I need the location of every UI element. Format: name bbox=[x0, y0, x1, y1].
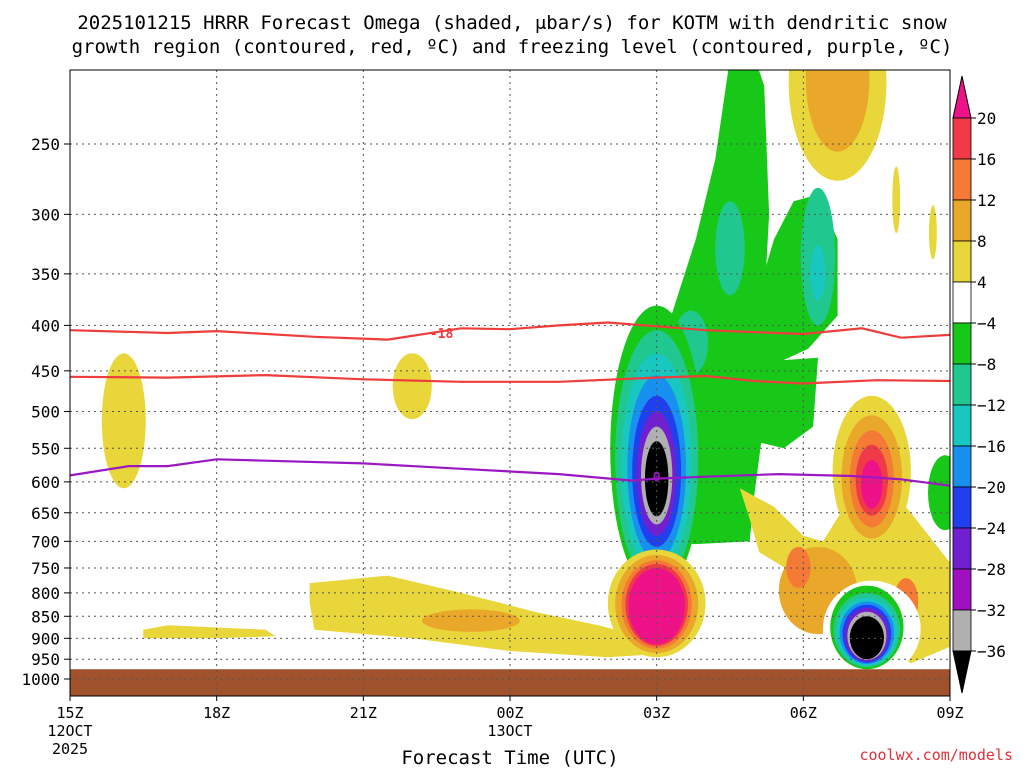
colorbar: 20 16 12 8 4 −4 −8 −12 −16 −20 −24 −28 −32 −36 bbox=[952, 75, 1006, 694]
chart-title-line1: 2025101215 HRRR Forecast Omega (shaded, … bbox=[77, 12, 947, 34]
colorbar-label-13: −36 bbox=[977, 642, 1006, 661]
colorbar-bottom-arrow bbox=[952, 650, 972, 694]
y-tick-label-650: 650 bbox=[31, 504, 60, 523]
omega-blob-20 bbox=[392, 353, 432, 420]
y-tick-label-300: 300 bbox=[31, 205, 60, 224]
pressure-axis: 250 300 350 400 450 500 550 600 650 700 750 800 850 9… bbox=[21, 135, 70, 689]
omega-blob-27 bbox=[628, 567, 686, 645]
x-tick-label-15Z: 15Z bbox=[56, 704, 83, 722]
omega-blob-34 bbox=[786, 546, 811, 589]
y-tick-label-550: 550 bbox=[31, 439, 60, 458]
omega-blob-2 bbox=[754, 357, 818, 449]
colorbar-swatch-10 bbox=[952, 527, 972, 570]
y-tick-label-600: 600 bbox=[31, 473, 60, 492]
colorbar-label-3: 8 bbox=[977, 232, 987, 251]
temperature-contours: -18 0 bbox=[70, 321, 950, 487]
y-tick-label-500: 500 bbox=[31, 403, 60, 422]
x-axis-label: Forecast Time (UTC) bbox=[401, 747, 618, 768]
colorbar-top-arrow bbox=[952, 75, 972, 119]
x-tick-label-00Z: 00Z bbox=[496, 704, 523, 722]
y-tick-label-950: 950 bbox=[31, 650, 60, 669]
y-tick-label-800: 800 bbox=[31, 584, 60, 603]
omega-blob-21 bbox=[422, 609, 520, 632]
x-tick-year-15Z: 2025 bbox=[52, 740, 88, 758]
y-tick-label-750: 750 bbox=[31, 559, 60, 578]
x-tick-label-03Z: 03Z bbox=[643, 704, 670, 722]
contour-label-freezing-level: 0 bbox=[653, 471, 661, 486]
colorbar-label-8: −16 bbox=[977, 437, 1006, 456]
omega-shading bbox=[101, 70, 950, 678]
colorbar-swatch-1 bbox=[952, 158, 972, 201]
omega-blob-18 bbox=[143, 625, 276, 639]
colorbar-swatch-11 bbox=[952, 568, 972, 611]
colorbar-label-6: −8 bbox=[977, 355, 996, 374]
colorbar-swatch-2 bbox=[952, 199, 972, 242]
colorbar-label-0: 20 bbox=[977, 109, 996, 128]
colorbar-swatch-5 bbox=[952, 322, 972, 365]
colorbar-label-4: 4 bbox=[977, 273, 987, 292]
colorbar-swatch-7 bbox=[952, 404, 972, 447]
contour-dgz-upper bbox=[70, 321, 950, 341]
colorbar-swatch-4 bbox=[952, 281, 972, 324]
omega-blob-48 bbox=[892, 166, 901, 234]
colorbar-swatch-6 bbox=[952, 363, 972, 406]
chart-title-line2: growth region (contoured, red, ºC) and f… bbox=[72, 36, 953, 58]
x-tick-label-09Z: 09Z bbox=[936, 704, 963, 722]
x-tick-label-06Z: 06Z bbox=[790, 704, 817, 722]
omega-blob-46 bbox=[805, 70, 870, 152]
omega-blob-32 bbox=[861, 460, 883, 509]
y-tick-label-1000: 1000 bbox=[21, 670, 60, 689]
colorbar-swatch-8 bbox=[952, 445, 972, 488]
y-tick-label-900: 900 bbox=[31, 629, 60, 648]
y-tick-label-250: 250 bbox=[31, 135, 60, 154]
omega-blob-19 bbox=[101, 353, 146, 489]
omega-blob-44 bbox=[849, 616, 885, 660]
colorbar-label-9: −20 bbox=[977, 478, 1006, 497]
colorbar-label-5: −4 bbox=[977, 314, 996, 333]
colorbar-label-11: −28 bbox=[977, 560, 1006, 579]
omega-blob-3 bbox=[928, 455, 950, 531]
credit-text: coolwx.com/models bbox=[859, 746, 1013, 764]
y-tick-label-700: 700 bbox=[31, 532, 60, 551]
y-tick-label-450: 450 bbox=[31, 362, 60, 381]
colorbar-label-2: 12 bbox=[977, 191, 996, 210]
colorbar-swatch-9 bbox=[952, 486, 972, 529]
omega-blob-6 bbox=[715, 201, 745, 296]
y-tick-label-350: 350 bbox=[31, 265, 60, 284]
colorbar-swatch-12 bbox=[952, 609, 972, 652]
omega-blob-8 bbox=[810, 245, 826, 301]
colorbar-swatch-0 bbox=[952, 117, 972, 160]
y-tick-label-400: 400 bbox=[31, 316, 60, 335]
colorbar-label-12: −32 bbox=[977, 601, 1006, 620]
x-tick-label-18Z: 18Z bbox=[203, 704, 230, 722]
contour-label-dgz-upper: -18 bbox=[430, 327, 454, 342]
colorbar-label-1: 16 bbox=[977, 150, 996, 169]
colorbar-label-10: −24 bbox=[977, 519, 1006, 538]
y-tick-label-850: 850 bbox=[31, 607, 60, 626]
contour-dgz-lower bbox=[70, 373, 950, 385]
x-tick-date-15Z: 12OCT bbox=[47, 722, 92, 740]
omega-blob-47 bbox=[928, 205, 937, 260]
contour-freezing-level bbox=[70, 458, 950, 487]
x-tick-date-00Z: 13OCT bbox=[487, 722, 532, 740]
colorbar-swatch-3 bbox=[952, 240, 972, 283]
colorbar-label-7: −12 bbox=[977, 396, 1006, 415]
x-tick-label-21Z: 21Z bbox=[350, 704, 377, 722]
